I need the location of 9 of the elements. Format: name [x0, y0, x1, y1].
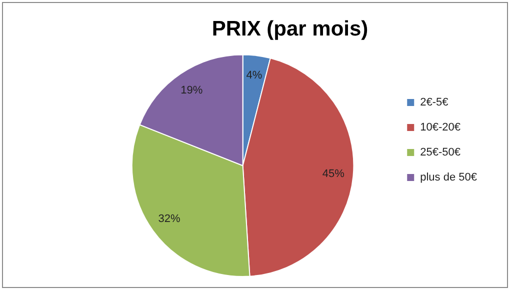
legend-label: 10€-20€ — [420, 122, 460, 134]
legend-label: 25€-50€ — [420, 146, 460, 159]
data-label: 19% — [180, 84, 203, 96]
data-label: 45% — [322, 168, 345, 180]
legend-label: 2€-5€ — [420, 96, 448, 109]
data-label: 4% — [246, 69, 262, 82]
data-label: 32% — [158, 213, 180, 226]
chart-title: PRIX (par mois) — [212, 17, 368, 40]
legend-label: plus de 50€ — [420, 172, 478, 184]
